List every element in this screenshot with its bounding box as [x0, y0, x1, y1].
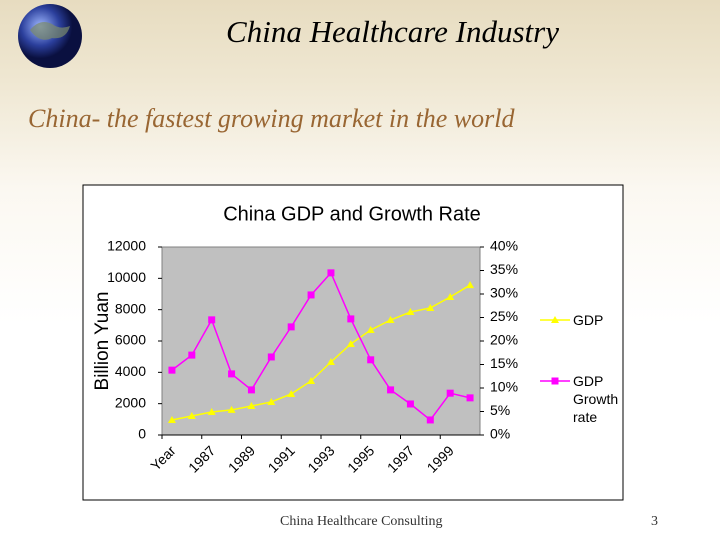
y-axis-label: Billion Yuan [92, 292, 113, 391]
point [228, 370, 236, 378]
point [287, 389, 296, 397]
point [366, 326, 375, 334]
y2-tick-label: 0% [490, 426, 510, 442]
point [168, 366, 176, 374]
plot-area [161, 246, 481, 436]
y2-tick-label: 40% [490, 238, 518, 254]
point [426, 303, 435, 311]
point [327, 269, 335, 277]
y-tick-label: 10000 [107, 269, 146, 285]
point [267, 397, 276, 405]
point [208, 316, 216, 324]
point [307, 376, 316, 384]
point [287, 323, 295, 331]
y2-tick-label: 10% [490, 379, 518, 395]
point [187, 412, 196, 420]
y-tick-label: 2000 [115, 394, 146, 410]
y-tick-label: 12000 [107, 238, 146, 254]
y-tick-label: 6000 [115, 332, 146, 348]
legend-marker [551, 377, 559, 385]
footer: China Healthcare Consulting [280, 514, 443, 529]
point [466, 281, 475, 289]
point [446, 292, 455, 300]
page-number: 3 [651, 514, 658, 529]
point [227, 405, 236, 413]
point [326, 357, 335, 365]
legend-label: GDP [573, 312, 604, 328]
point [188, 351, 196, 359]
point [406, 308, 415, 316]
series-line [171, 271, 471, 422]
point [247, 402, 256, 410]
point [387, 386, 395, 394]
y2-tick-label: 15% [490, 355, 518, 371]
y-tick-label: 8000 [115, 300, 146, 316]
point [446, 389, 454, 397]
point [406, 400, 414, 408]
y2-tick-label: 35% [490, 261, 518, 277]
point [207, 407, 216, 415]
point [307, 291, 315, 299]
y2-tick-label: 5% [490, 402, 510, 418]
point [346, 339, 355, 347]
globe-icon [18, 4, 82, 68]
point [267, 353, 275, 361]
point [466, 394, 474, 402]
legend-marker [551, 316, 559, 323]
chart-title: China GDP and Growth Rate [223, 203, 481, 225]
point [367, 356, 375, 364]
y2-tick-label: 20% [490, 332, 518, 348]
y2-tick-label: 30% [490, 285, 518, 301]
point [167, 415, 176, 423]
y-tick-label: 4000 [115, 363, 146, 379]
series-line [171, 284, 471, 421]
point [347, 315, 355, 323]
point [386, 316, 395, 324]
legend-entry: GDP Growth rate [573, 373, 619, 425]
point [247, 386, 255, 394]
slide-subtitle: China- the fastest growing market in the… [28, 104, 515, 133]
legend-label: GDP Growth rate [573, 373, 619, 425]
legend-entry: GDP [573, 312, 604, 328]
slide-title: China Healthcare Industry [226, 14, 559, 49]
point [426, 416, 434, 424]
y-tick-label: 0 [138, 426, 146, 442]
y2-tick-label: 25% [490, 308, 518, 324]
